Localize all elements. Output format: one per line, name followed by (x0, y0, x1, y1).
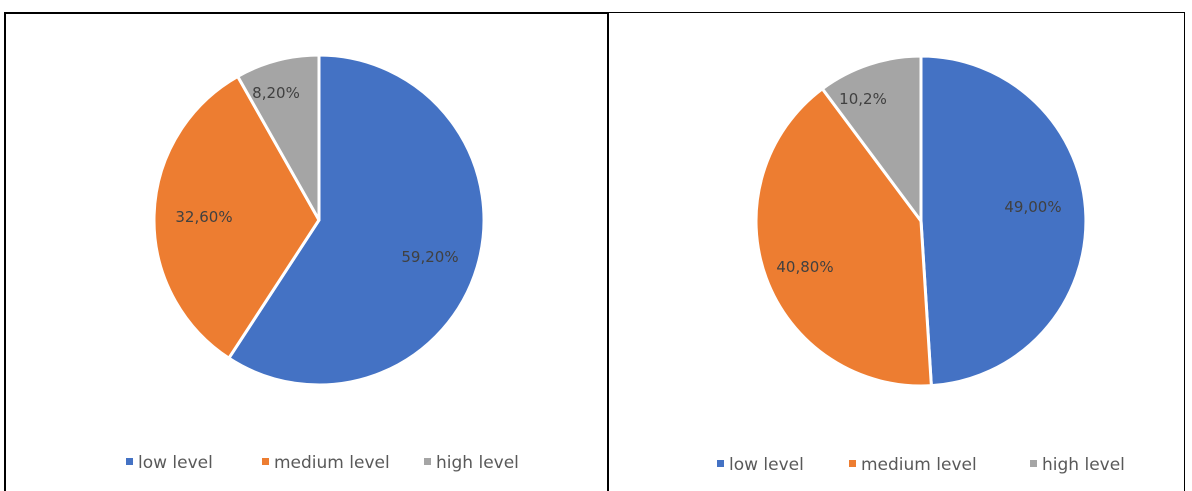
legend-label-low-level: low level (729, 455, 804, 475)
table-border-left (4, 12, 6, 491)
pie-slice-low-level (227, 53, 486, 387)
slice-label-medium-level: 40,80% (776, 258, 833, 276)
pie-slice-medium-level (754, 87, 933, 388)
legend-swatch-low-level (717, 460, 724, 467)
legend-swatch-high-level (424, 458, 431, 465)
legend-label-low-level: low level (138, 453, 213, 473)
pie-slice-high-level (820, 54, 923, 223)
pie-chart-right: 49,00% 40,80% 10,2% low level medium level hi… (717, 54, 1125, 475)
table-border-top-right (608, 12, 1185, 13)
legend-label-medium-level: medium level (274, 453, 390, 473)
legend-label-medium-level: medium level (861, 455, 977, 475)
legend-swatch-low-level (126, 458, 133, 465)
table-border-right (1184, 12, 1185, 491)
pie-slice-low-level (919, 54, 1088, 388)
slice-label-high-level: 10,2% (839, 90, 887, 108)
slice-label-medium-level: 32,60% (175, 208, 232, 226)
legend-label-high-level: high level (436, 453, 519, 473)
legend-swatch-medium-level (849, 460, 856, 467)
slice-label-low-level: 59,20% (401, 248, 458, 266)
pie-slice-high-level (236, 53, 321, 222)
pie-chart-left: 59,20% 32,60% 8,20% low level medium level hi… (126, 53, 519, 473)
table-border-top-left (4, 12, 608, 14)
legend-swatch-medium-level (262, 458, 269, 465)
pie-slice-medium-level (152, 74, 321, 360)
slice-label-low-level: 49,00% (1004, 198, 1061, 216)
legend-label-high-level: high level (1042, 455, 1125, 475)
legend-swatch-high-level (1030, 460, 1037, 467)
table-border-middle (607, 12, 609, 491)
slice-label-high-level: 8,20% (252, 84, 300, 102)
